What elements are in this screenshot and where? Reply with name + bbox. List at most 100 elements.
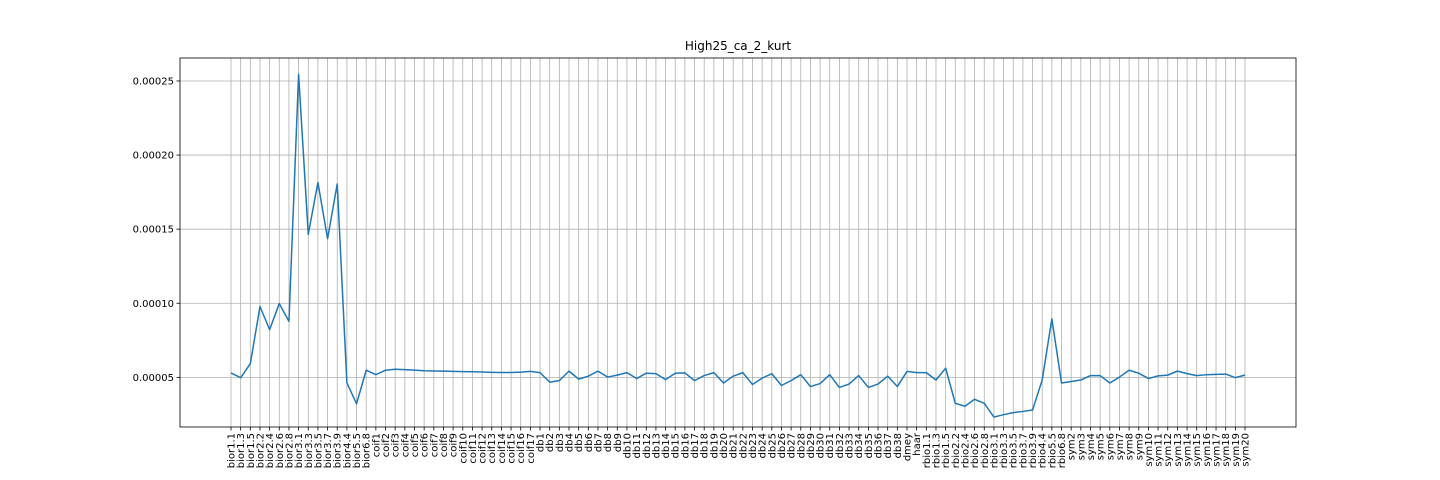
x-tick-label: sym16 — [1202, 433, 1213, 467]
x-tick-label: bior1.3 — [236, 433, 247, 468]
x-tick-label: db15 — [671, 433, 682, 458]
x-tick-label: rbio3.9 — [1028, 433, 1039, 468]
x-tick-label: sym3 — [1076, 433, 1087, 460]
y-tick-label: 0.00025 — [133, 76, 174, 87]
x-tick-label: rbio3.1 — [989, 433, 1000, 468]
x-tick-label: db29 — [806, 433, 817, 458]
y-axis: 0.00005 0.00010 0.00015 0.00020 0.00025 — [133, 76, 180, 384]
x-tick-label: bior3.3 — [304, 433, 315, 468]
x-tick-label: bior2.6 — [275, 433, 286, 468]
x-tick-label: db20 — [719, 433, 730, 458]
y-tick-label: 0.00010 — [133, 299, 174, 310]
x-tick-label: coif9 — [449, 433, 460, 457]
x-tick-label: sym14 — [1183, 433, 1194, 467]
x-tick-label: db24 — [758, 433, 769, 458]
x-tick-label: rbio3.5 — [1009, 433, 1020, 468]
x-tick-label: sym13 — [1173, 433, 1184, 467]
x-tick-label: db17 — [690, 433, 701, 458]
x-tick-label: coif13 — [487, 433, 498, 464]
x-tick-label: db13 — [651, 433, 662, 458]
x-tick-label: db37 — [883, 433, 894, 458]
x-tick-label: db10 — [622, 433, 633, 458]
x-tick-label: haar — [912, 432, 923, 456]
x-tick-label: db5 — [574, 433, 585, 452]
x-tick-label: rbio1.1 — [922, 433, 933, 468]
x-tick-label: coif8 — [439, 433, 450, 457]
x-tick-label: rbio3.3 — [999, 433, 1010, 468]
x-tick-label: coif14 — [497, 433, 508, 464]
x-tick-label: rbio2.4 — [960, 433, 971, 468]
x-tick-label: bior6.8 — [362, 433, 373, 468]
x-tick-label: db7 — [593, 433, 604, 452]
x-tick-label: rbio1.3 — [931, 433, 942, 468]
x-tick-label: sym7 — [1115, 433, 1126, 460]
x-tick-label: sym4 — [1086, 433, 1097, 460]
x-tick-label: coif1 — [371, 433, 382, 457]
x-tick-label: coif6 — [420, 433, 431, 457]
chart-title: High25_ca_2_kurt — [685, 39, 792, 53]
x-tick-label: rbio2.8 — [980, 433, 991, 468]
x-tick-label: sym5 — [1096, 433, 1107, 460]
y-tick-label: 0.00005 — [133, 373, 174, 384]
x-tick-label: sym19 — [1231, 433, 1242, 467]
x-tick-label: bior1.1 — [227, 433, 238, 468]
x-tick-label: bior3.1 — [294, 433, 305, 468]
grid-lines — [180, 58, 1296, 427]
x-tick-label: coif5 — [410, 433, 421, 457]
x-tick-label: db23 — [748, 433, 759, 458]
x-axis: bior1.1bior1.3bior1.5bior2.2bior2.4bior2… — [227, 427, 1252, 468]
x-tick-label: db27 — [787, 433, 798, 458]
x-tick-label: coif15 — [507, 433, 518, 464]
x-tick-label: db32 — [835, 433, 846, 458]
x-tick-label: sym10 — [1144, 433, 1155, 467]
series-layer — [230, 73, 1246, 418]
x-tick-label: sym2 — [1067, 433, 1078, 460]
x-tick-label: bior1.5 — [246, 433, 257, 468]
x-tick-label: sym18 — [1221, 433, 1232, 467]
x-tick-label: db4 — [565, 433, 576, 452]
x-tick-label: sym6 — [1105, 433, 1116, 460]
x-tick-label: rbio5.5 — [1047, 433, 1058, 468]
x-tick-label: db34 — [854, 433, 865, 458]
x-tick-label: db19 — [709, 433, 720, 458]
x-tick-label: db22 — [738, 433, 749, 458]
x-tick-label: sym11 — [1154, 433, 1165, 467]
x-tick-label: db30 — [816, 433, 827, 458]
x-tick-label: coif3 — [391, 433, 402, 457]
x-tick-label: bior3.7 — [323, 433, 334, 468]
plot-frame — [179, 57, 1297, 428]
x-tick-label: bior2.8 — [284, 433, 295, 468]
x-tick-label: coif11 — [468, 433, 479, 464]
x-tick-label: coif7 — [429, 433, 440, 457]
x-tick-label: db35 — [864, 433, 875, 458]
x-tick-label: db31 — [825, 433, 836, 458]
x-tick-label: sym8 — [1125, 433, 1136, 460]
y-tick-label: 0.00020 — [133, 151, 174, 162]
x-tick-label: sym9 — [1134, 433, 1145, 460]
x-tick-label: db33 — [845, 433, 856, 458]
x-tick-label: db8 — [603, 433, 614, 452]
x-tick-label: db14 — [661, 433, 672, 458]
x-tick-label: db26 — [777, 433, 788, 458]
x-tick-label: bior5.5 — [352, 433, 363, 468]
x-tick-label: db21 — [729, 433, 740, 458]
x-tick-label: sym20 — [1241, 433, 1252, 467]
x-tick-label: db12 — [642, 433, 653, 458]
x-tick-label: coif10 — [458, 433, 469, 464]
x-tick-label: db1 — [536, 433, 547, 452]
y-tick-label: 0.00015 — [133, 225, 174, 236]
x-tick-label: bior4.4 — [342, 433, 353, 468]
x-tick-label: sym12 — [1163, 433, 1174, 467]
x-tick-label: rbio1.5 — [941, 433, 952, 468]
x-tick-label: db2 — [545, 433, 556, 452]
x-tick-label: bior2.2 — [255, 433, 266, 468]
x-tick-label: db36 — [874, 433, 885, 458]
x-tick-label: db25 — [767, 433, 778, 458]
x-tick-label: coif16 — [516, 433, 527, 464]
x-tick-label: db38 — [893, 433, 904, 458]
x-tick-label: rbio3.7 — [1018, 433, 1029, 468]
x-tick-label: rbio4.4 — [1038, 433, 1049, 468]
series-line — [230, 73, 1246, 418]
x-tick-label: db16 — [680, 433, 691, 458]
